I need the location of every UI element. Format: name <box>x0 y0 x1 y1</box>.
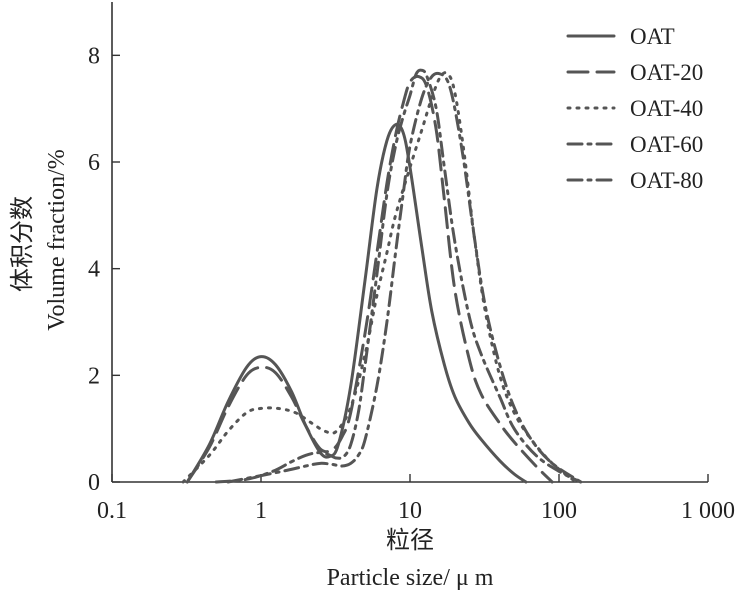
y-tick-label: 4 <box>88 257 100 283</box>
series-line-oat <box>185 122 528 484</box>
x-tick-label: 10 <box>398 498 422 524</box>
x-tick-label: 1 000 <box>681 498 735 524</box>
legend-label: OAT <box>630 24 675 49</box>
y-axis-title-cn: 体积分数 <box>9 196 36 292</box>
series-line-oat-20 <box>185 74 554 484</box>
chart-axes: 0.1 1 10 100 1 000 0 2 4 6 8 <box>88 2 735 524</box>
legend-label: OAT-40 <box>630 96 703 121</box>
series-line-oat-40 <box>181 71 578 484</box>
x-tick-label: 0.1 <box>97 498 127 524</box>
legend-label: OAT-60 <box>630 132 703 157</box>
legend-label: OAT-20 <box>630 60 703 85</box>
x-tick-label: 100 <box>541 498 577 524</box>
y-tick-label: 6 <box>88 150 100 176</box>
y-tick-label: 0 <box>88 470 100 496</box>
y-tick-label: 2 <box>88 363 100 389</box>
series-layer <box>181 68 583 484</box>
x-axis-title: Particle size/ μ m <box>327 565 494 591</box>
series-line-oat-60 <box>214 68 583 484</box>
x-tick-label: 1 <box>255 498 267 524</box>
legend: OAT OAT-20 OAT-40 OAT-60 OAT-80 <box>566 24 703 193</box>
y-tick-label: 8 <box>88 43 100 69</box>
legend-label: OAT-80 <box>630 168 703 193</box>
series-line-oat-80 <box>226 71 583 484</box>
x-axis-title-cn: 粒径 <box>386 527 434 554</box>
y-axis-title: Volume fraction/% <box>44 149 70 331</box>
